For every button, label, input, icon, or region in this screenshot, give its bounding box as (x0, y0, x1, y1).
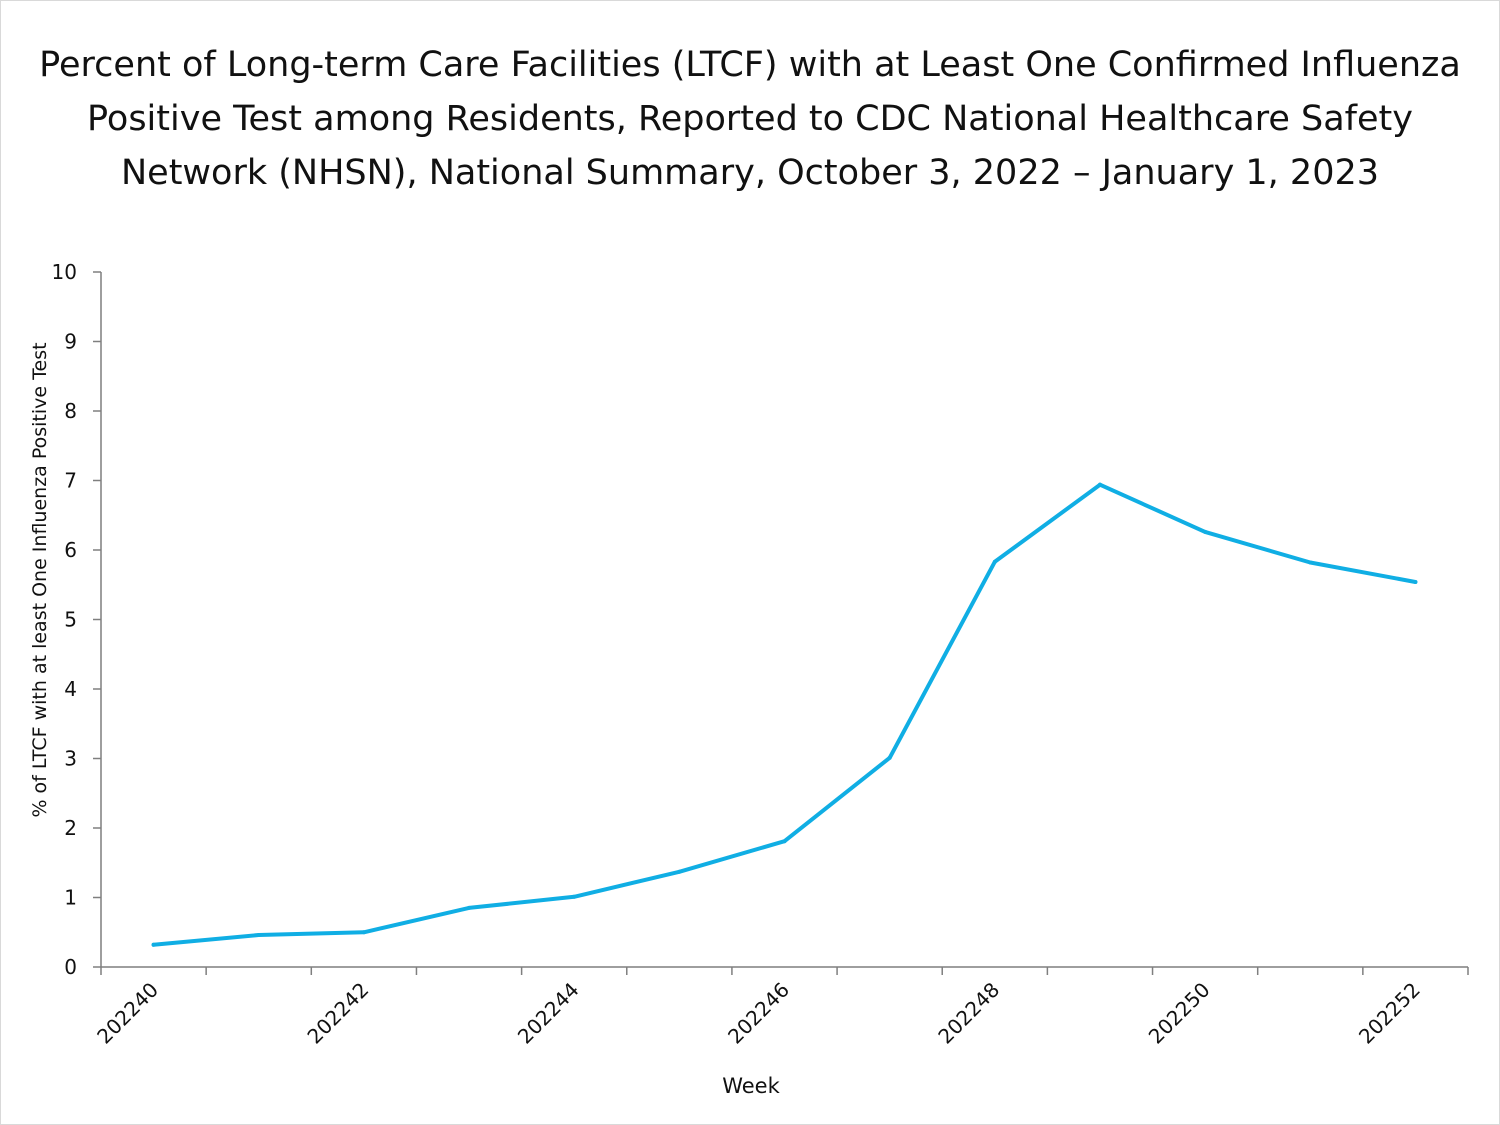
y-tick-label: 3 (64, 747, 77, 771)
chart-title-line-3: Network (NHSN), National Summary, Octobe… (120, 153, 1380, 193)
x-axis: 202240 202242 202244 202246 202248 202250 2022… (92, 966, 1469, 1049)
x-axis-label: Week (722, 1074, 780, 1098)
x-tick-label: 202240 (92, 978, 163, 1049)
data-point (361, 930, 366, 935)
data-point (992, 559, 997, 564)
chart-title-line-1: Percent of Long-term Care Facilities (LT… (39, 45, 1461, 85)
data-point (467, 905, 472, 910)
series-group (151, 482, 1418, 947)
data-point (1203, 529, 1208, 534)
data-point (1413, 579, 1418, 584)
data-point (572, 894, 577, 899)
y-tick-label: 0 (64, 955, 77, 979)
y-axis-label: % of LTCF with at least One Influenza Po… (29, 342, 51, 817)
y-tick-label: 1 (64, 886, 77, 910)
x-tick-label: 202246 (723, 978, 794, 1049)
y-tick-label: 5 (64, 608, 77, 632)
chart-title: Percent of Long-term Care Facilities (LT… (0, 38, 1500, 200)
y-tick-label: 7 (64, 469, 77, 493)
data-point (256, 933, 261, 938)
y-tick-label: 2 (64, 816, 77, 840)
x-tick-label: 202252 (1354, 978, 1425, 1049)
x-tick-label: 202248 (933, 978, 1004, 1049)
y-axis: 0 1 2 3 4 5 6 7 8 9 10 (52, 260, 102, 979)
y-tick-label: 8 (64, 399, 77, 423)
x-tick-label: 202250 (1144, 978, 1215, 1049)
data-point (1308, 560, 1313, 565)
y-tick-label: 6 (64, 538, 77, 562)
data-point (677, 869, 682, 874)
y-tick-label: 10 (52, 260, 77, 284)
x-tick-label: 202242 (302, 978, 373, 1049)
y-tick-label: 9 (64, 330, 77, 354)
series-line (151, 482, 1418, 947)
x-tick-label: 202244 (513, 978, 584, 1049)
y-tick-label: 4 (64, 677, 77, 701)
data-point (1097, 482, 1102, 487)
chart-title-line-2: Positive Test among Residents, Reported … (87, 99, 1413, 139)
data-point (887, 755, 892, 760)
data-point (151, 942, 156, 947)
data-point (782, 839, 787, 844)
